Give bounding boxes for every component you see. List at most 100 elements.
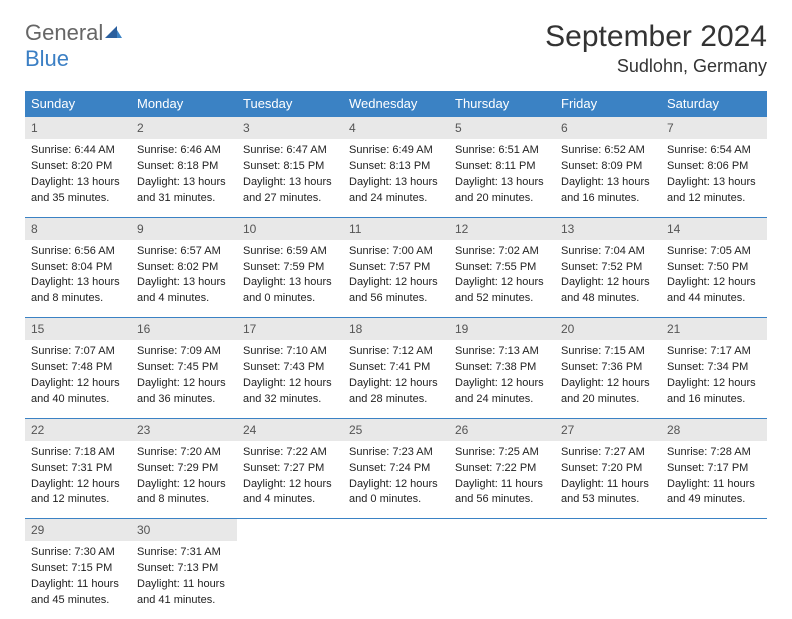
sunrise-text: Sunrise: 7:22 AM	[243, 445, 337, 460]
sunset-text: Sunset: 7:55 PM	[455, 260, 549, 275]
calendar-day-cell: 17Sunrise: 7:10 AMSunset: 7:43 PMDayligh…	[237, 318, 343, 419]
day-details: Sunrise: 7:12 AMSunset: 7:41 PMDaylight:…	[343, 340, 449, 417]
daylight-text: and 4 minutes.	[137, 291, 231, 306]
sunrise-text: Sunrise: 7:30 AM	[31, 545, 125, 560]
day-number: 17	[237, 318, 343, 340]
weekday-header: Wednesday	[343, 91, 449, 117]
calendar-day-cell: 29Sunrise: 7:30 AMSunset: 7:15 PMDayligh…	[25, 519, 131, 619]
sunrise-text: Sunrise: 6:56 AM	[31, 244, 125, 259]
day-details: Sunrise: 6:47 AMSunset: 8:15 PMDaylight:…	[237, 139, 343, 216]
sail-icon	[103, 20, 123, 46]
daylight-text: and 8 minutes.	[137, 492, 231, 507]
daylight-text: and 48 minutes.	[561, 291, 655, 306]
calendar-day-cell: 25Sunrise: 7:23 AMSunset: 7:24 PMDayligh…	[343, 418, 449, 519]
daylight-text: and 24 minutes.	[349, 191, 443, 206]
calendar-day-cell: 15Sunrise: 7:07 AMSunset: 7:48 PMDayligh…	[25, 318, 131, 419]
daylight-text: Daylight: 12 hours	[137, 477, 231, 492]
calendar-day-cell: 16Sunrise: 7:09 AMSunset: 7:45 PMDayligh…	[131, 318, 237, 419]
sunset-text: Sunset: 8:04 PM	[31, 260, 125, 275]
calendar-day-cell: 13Sunrise: 7:04 AMSunset: 7:52 PMDayligh…	[555, 217, 661, 318]
header: GeneralBlue September 2024 Sudlohn, Germ…	[25, 20, 767, 77]
sunrise-text: Sunrise: 6:47 AM	[243, 143, 337, 158]
daylight-text: Daylight: 13 hours	[561, 175, 655, 190]
day-number: 26	[449, 419, 555, 441]
day-details: Sunrise: 7:00 AMSunset: 7:57 PMDaylight:…	[343, 240, 449, 317]
calendar-week-row: 29Sunrise: 7:30 AMSunset: 7:15 PMDayligh…	[25, 519, 767, 619]
day-details: Sunrise: 6:56 AMSunset: 8:04 PMDaylight:…	[25, 240, 131, 317]
sunset-text: Sunset: 7:15 PM	[31, 561, 125, 576]
calendar-day-cell: 12Sunrise: 7:02 AMSunset: 7:55 PMDayligh…	[449, 217, 555, 318]
day-details: Sunrise: 7:25 AMSunset: 7:22 PMDaylight:…	[449, 441, 555, 518]
day-number: 19	[449, 318, 555, 340]
calendar-day-cell: 9Sunrise: 6:57 AMSunset: 8:02 PMDaylight…	[131, 217, 237, 318]
day-details: Sunrise: 7:30 AMSunset: 7:15 PMDaylight:…	[25, 541, 131, 618]
calendar-day-cell: 26Sunrise: 7:25 AMSunset: 7:22 PMDayligh…	[449, 418, 555, 519]
day-details: Sunrise: 7:05 AMSunset: 7:50 PMDaylight:…	[661, 240, 767, 317]
calendar-body: 1Sunrise: 6:44 AMSunset: 8:20 PMDaylight…	[25, 117, 767, 619]
daylight-text: and 40 minutes.	[31, 392, 125, 407]
calendar-week-row: 22Sunrise: 7:18 AMSunset: 7:31 PMDayligh…	[25, 418, 767, 519]
calendar-day-cell: 23Sunrise: 7:20 AMSunset: 7:29 PMDayligh…	[131, 418, 237, 519]
calendar-day-cell: 5Sunrise: 6:51 AMSunset: 8:11 PMDaylight…	[449, 117, 555, 218]
sunset-text: Sunset: 7:34 PM	[667, 360, 761, 375]
day-details: Sunrise: 7:09 AMSunset: 7:45 PMDaylight:…	[131, 340, 237, 417]
calendar-day-cell	[555, 519, 661, 619]
daylight-text: Daylight: 13 hours	[243, 275, 337, 290]
daylight-text: and 4 minutes.	[243, 492, 337, 507]
weekday-header: Thursday	[449, 91, 555, 117]
calendar-week-row: 1Sunrise: 6:44 AMSunset: 8:20 PMDaylight…	[25, 117, 767, 218]
sunset-text: Sunset: 8:20 PM	[31, 159, 125, 174]
title-block: September 2024 Sudlohn, Germany	[545, 20, 767, 77]
day-details: Sunrise: 6:54 AMSunset: 8:06 PMDaylight:…	[661, 139, 767, 216]
day-details: Sunrise: 7:28 AMSunset: 7:17 PMDaylight:…	[661, 441, 767, 518]
calendar-day-cell: 11Sunrise: 7:00 AMSunset: 7:57 PMDayligh…	[343, 217, 449, 318]
day-number: 25	[343, 419, 449, 441]
sunrise-text: Sunrise: 7:31 AM	[137, 545, 231, 560]
calendar-head: SundayMondayTuesdayWednesdayThursdayFrid…	[25, 91, 767, 117]
daylight-text: and 31 minutes.	[137, 191, 231, 206]
sunset-text: Sunset: 8:18 PM	[137, 159, 231, 174]
calendar-day-cell: 4Sunrise: 6:49 AMSunset: 8:13 PMDaylight…	[343, 117, 449, 218]
weekday-header: Sunday	[25, 91, 131, 117]
day-details: Sunrise: 6:57 AMSunset: 8:02 PMDaylight:…	[131, 240, 237, 317]
day-details: Sunrise: 7:20 AMSunset: 7:29 PMDaylight:…	[131, 441, 237, 518]
sunrise-text: Sunrise: 7:13 AM	[455, 344, 549, 359]
daylight-text: Daylight: 13 hours	[137, 275, 231, 290]
logo: GeneralBlue	[25, 20, 123, 72]
calendar-day-cell: 2Sunrise: 6:46 AMSunset: 8:18 PMDaylight…	[131, 117, 237, 218]
calendar-day-cell: 6Sunrise: 6:52 AMSunset: 8:09 PMDaylight…	[555, 117, 661, 218]
calendar-day-cell: 19Sunrise: 7:13 AMSunset: 7:38 PMDayligh…	[449, 318, 555, 419]
daylight-text: Daylight: 12 hours	[561, 275, 655, 290]
day-details: Sunrise: 6:51 AMSunset: 8:11 PMDaylight:…	[449, 139, 555, 216]
calendar-day-cell: 30Sunrise: 7:31 AMSunset: 7:13 PMDayligh…	[131, 519, 237, 619]
daylight-text: Daylight: 12 hours	[667, 275, 761, 290]
daylight-text: Daylight: 13 hours	[349, 175, 443, 190]
sunrise-text: Sunrise: 7:23 AM	[349, 445, 443, 460]
calendar-day-cell: 24Sunrise: 7:22 AMSunset: 7:27 PMDayligh…	[237, 418, 343, 519]
sunset-text: Sunset: 8:09 PM	[561, 159, 655, 174]
sunrise-text: Sunrise: 6:46 AM	[137, 143, 231, 158]
daylight-text: Daylight: 11 hours	[137, 577, 231, 592]
calendar-day-cell: 10Sunrise: 6:59 AMSunset: 7:59 PMDayligh…	[237, 217, 343, 318]
page-title: September 2024	[545, 20, 767, 54]
sunset-text: Sunset: 7:36 PM	[561, 360, 655, 375]
calendar-day-cell: 28Sunrise: 7:28 AMSunset: 7:17 PMDayligh…	[661, 418, 767, 519]
day-number: 22	[25, 419, 131, 441]
daylight-text: Daylight: 12 hours	[137, 376, 231, 391]
daylight-text: and 16 minutes.	[561, 191, 655, 206]
calendar-day-cell: 27Sunrise: 7:27 AMSunset: 7:20 PMDayligh…	[555, 418, 661, 519]
sunset-text: Sunset: 8:02 PM	[137, 260, 231, 275]
calendar-day-cell: 18Sunrise: 7:12 AMSunset: 7:41 PMDayligh…	[343, 318, 449, 419]
sunrise-text: Sunrise: 7:00 AM	[349, 244, 443, 259]
daylight-text: Daylight: 12 hours	[349, 477, 443, 492]
sunset-text: Sunset: 8:13 PM	[349, 159, 443, 174]
calendar-week-row: 8Sunrise: 6:56 AMSunset: 8:04 PMDaylight…	[25, 217, 767, 318]
sunrise-text: Sunrise: 6:54 AM	[667, 143, 761, 158]
daylight-text: and 36 minutes.	[137, 392, 231, 407]
daylight-text: and 53 minutes.	[561, 492, 655, 507]
sunset-text: Sunset: 7:41 PM	[349, 360, 443, 375]
daylight-text: Daylight: 11 hours	[561, 477, 655, 492]
day-number: 10	[237, 218, 343, 240]
sunset-text: Sunset: 7:31 PM	[31, 461, 125, 476]
daylight-text: and 8 minutes.	[31, 291, 125, 306]
